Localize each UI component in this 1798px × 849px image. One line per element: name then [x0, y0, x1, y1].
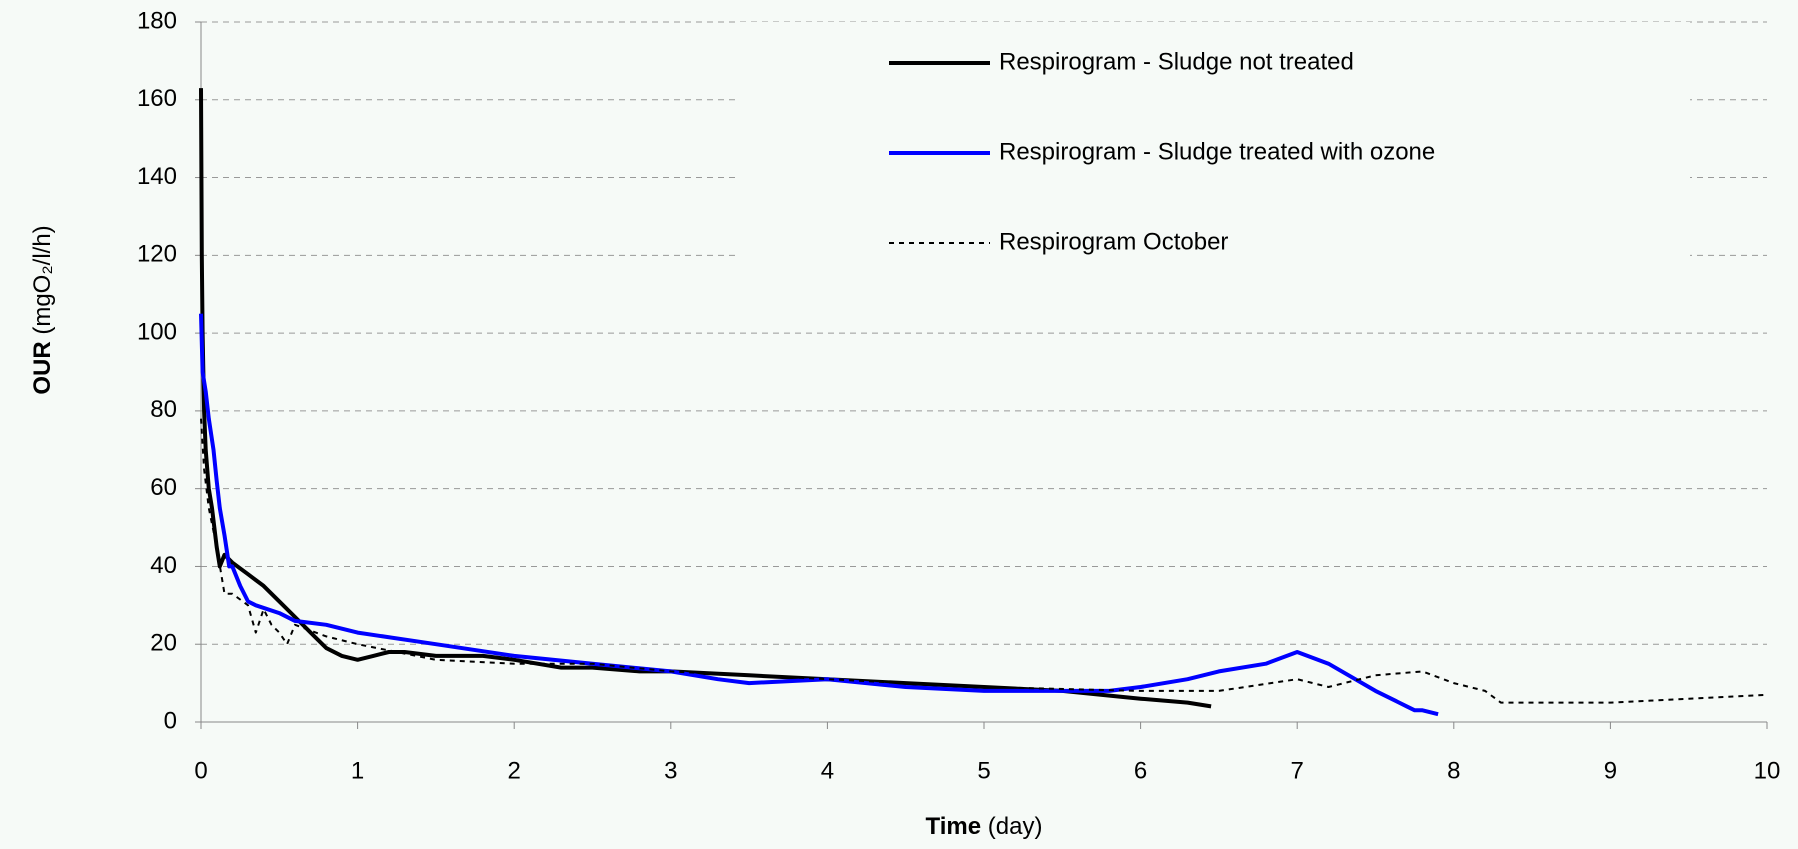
y-tick-label: 140	[137, 163, 177, 190]
y-tick-label: 40	[150, 552, 177, 579]
chart: OUR (mgO₂/l/h) Time (day) 02040608010012…	[0, 0, 1798, 849]
x-tick-label: 3	[664, 757, 677, 784]
x-axis-title-main: Time	[926, 813, 982, 840]
x-tick-label: 8	[1447, 757, 1460, 784]
x-axis-title-unit: (day)	[988, 813, 1043, 840]
x-tick-label: 4	[821, 757, 834, 784]
y-tick-label: 120	[137, 241, 177, 268]
y-tick-label: 60	[150, 474, 177, 501]
y-tick-label: 0	[164, 707, 177, 734]
y-tick-label: 80	[150, 396, 177, 423]
y-tick-label: 100	[137, 318, 177, 345]
y-axis-title-unit: (mgO₂/l/h)	[29, 225, 56, 334]
x-tick-label: 2	[508, 757, 521, 784]
y-tick-label: 20	[150, 630, 177, 657]
x-tick-label: 10	[1754, 757, 1781, 784]
legend-label: Respirogram - Sludge not treated	[999, 48, 1354, 75]
x-tick-label: 6	[1134, 757, 1147, 784]
x-tick-label: 7	[1291, 757, 1304, 784]
y-tick-label: 160	[137, 85, 177, 112]
legend-label: Respirogram October	[999, 228, 1228, 255]
y-tick-label: 180	[137, 7, 177, 34]
x-tick-label: 0	[194, 757, 207, 784]
x-axis-title: Time (day)	[926, 813, 1043, 840]
x-tick-label: 9	[1604, 757, 1617, 784]
x-tick-label: 1	[351, 757, 364, 784]
y-axis-title-main: OUR	[29, 341, 56, 394]
x-tick-label: 5	[977, 757, 990, 784]
y-axis-title: OUR (mgO₂/l/h)	[29, 225, 56, 394]
legend-label: Respirogram - Sludge treated with ozone	[999, 138, 1435, 165]
